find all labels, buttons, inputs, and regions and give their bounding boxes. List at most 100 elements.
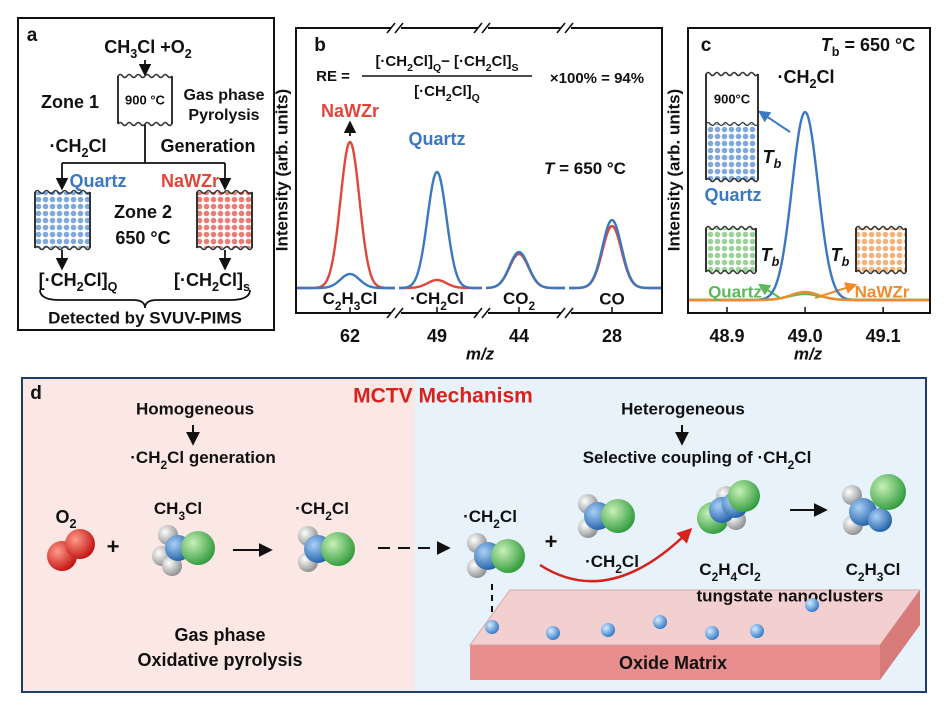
label: + xyxy=(107,534,120,559)
text-segment: CH xyxy=(104,37,130,57)
atom xyxy=(321,532,355,566)
reactor-wall xyxy=(196,192,253,248)
label: ·CH2Cl generation xyxy=(130,448,275,472)
label: Tb xyxy=(763,147,782,172)
text-segment: T xyxy=(544,159,556,178)
label: Homogeneous xyxy=(136,399,254,418)
label: NaWZr xyxy=(161,171,219,191)
text-segment: Cl] xyxy=(492,53,512,70)
panel-c-frame xyxy=(687,27,931,314)
label: [·CH2Cl]Q− [·CH2Cl]S xyxy=(375,53,518,74)
label: + xyxy=(545,529,558,554)
label: T = 650 °C xyxy=(544,159,626,178)
label: Quartz xyxy=(704,185,761,205)
text-segment: 3 xyxy=(877,570,884,584)
text-segment: Cl xyxy=(185,499,202,518)
peak xyxy=(569,224,661,290)
text-segment: ·CH xyxy=(463,507,493,526)
label: Oxide Matrix xyxy=(619,653,727,673)
text-segment: H xyxy=(865,560,877,579)
atom xyxy=(728,480,760,512)
reactor-bed xyxy=(706,124,758,180)
x-tick-label: 62 xyxy=(340,326,360,346)
x-tick-label: 48.9 xyxy=(710,326,745,346)
peak xyxy=(297,140,395,290)
label: C2H4Cl2 xyxy=(699,560,761,584)
label: ·CH2Cl xyxy=(295,499,349,523)
text-segment: T xyxy=(763,147,776,167)
atom xyxy=(65,529,95,559)
text-segment: 2 xyxy=(712,570,719,584)
label: d xyxy=(30,383,42,404)
x-tick-label: 44 xyxy=(509,326,529,346)
text-segment: 2 xyxy=(77,280,84,294)
text-segment: O xyxy=(55,507,69,527)
label: Gas phase xyxy=(174,625,265,645)
oxide-slab-front xyxy=(470,645,880,680)
label: CH3Cl +O2 xyxy=(104,37,192,62)
text-segment: ·CH xyxy=(49,136,81,156)
text-segment: Cl +O xyxy=(137,37,185,57)
text-segment: Cl xyxy=(89,136,107,156)
text-segment: S xyxy=(512,62,519,74)
text-segment: T xyxy=(761,245,774,265)
label: m/z xyxy=(466,344,495,363)
text-segment: 2 xyxy=(212,280,219,294)
label: Tb = 650 °C xyxy=(821,35,915,60)
text-segment: 2 xyxy=(788,458,795,472)
text-segment: H xyxy=(342,289,354,308)
label: Quartz xyxy=(708,282,762,301)
reactor-wall xyxy=(855,228,907,272)
text-segment: ·CH xyxy=(777,67,809,87)
x-tick-label: 49.0 xyxy=(788,326,823,346)
axis-breaks xyxy=(386,22,574,319)
text-segment: CH xyxy=(154,499,179,518)
label: CH3Cl xyxy=(154,499,202,523)
text-segment: [·CH xyxy=(174,270,212,290)
panel-d-frame xyxy=(21,377,927,693)
label: Tb xyxy=(761,245,780,270)
reactor-hot-zone xyxy=(706,74,758,124)
text-segment: Cl xyxy=(622,552,639,571)
reactor-bed xyxy=(197,192,252,248)
label: Quartz xyxy=(408,129,465,149)
reactor-icon xyxy=(117,73,173,127)
text-segment: Cl xyxy=(332,499,349,518)
label: CO xyxy=(599,289,625,308)
text-segment: 2 xyxy=(809,77,816,91)
label: Quartz xyxy=(69,171,126,191)
text-segment: 2 xyxy=(81,146,88,160)
x-tick-label: 28 xyxy=(602,326,622,346)
label: [·CH2Cl]Q xyxy=(39,270,118,295)
text-segment: Q xyxy=(433,62,441,74)
label: Intensity (arb. units) xyxy=(664,89,683,251)
text-segment: ·CH xyxy=(130,448,160,467)
x-tick-label: 49 xyxy=(427,326,447,346)
label: [·CH2Cl]Q xyxy=(414,83,480,104)
atom xyxy=(750,624,764,638)
label: Intensity (arb. units) xyxy=(272,89,291,251)
label: Pyrolysis xyxy=(188,107,259,124)
peak xyxy=(689,290,929,302)
text-segment: ·CH xyxy=(295,499,325,518)
text-segment: b xyxy=(842,255,850,269)
text-segment: 4 xyxy=(730,570,737,584)
label: ·CH2Cl xyxy=(410,289,464,313)
text-segment: C xyxy=(323,289,335,308)
label: NaWZr xyxy=(855,282,910,301)
reactor-bed xyxy=(856,228,906,272)
text-segment: b xyxy=(832,45,840,59)
label: Gas phase xyxy=(184,87,265,104)
label: 650 °C xyxy=(115,228,170,248)
label: Detected by SVUV-PIMS xyxy=(48,308,242,327)
reactor-edge xyxy=(855,225,907,275)
label: ·CH2Cl xyxy=(585,552,639,576)
label: Generation xyxy=(160,136,255,156)
text-segment: Cl xyxy=(447,289,464,308)
text-segment: Cl xyxy=(737,560,754,579)
text-segment: − [·CH xyxy=(441,53,486,70)
text-segment: ·CH xyxy=(410,289,440,308)
label: O2 xyxy=(55,507,76,532)
label: [·CH2Cl]s xyxy=(174,270,250,295)
